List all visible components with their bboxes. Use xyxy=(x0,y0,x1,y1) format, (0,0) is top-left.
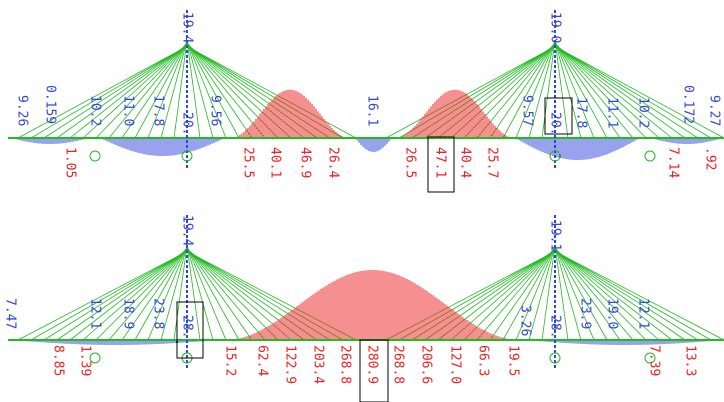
deflection-hatch xyxy=(515,138,639,160)
upper-label: 19.4 xyxy=(180,12,195,43)
upper-label: 9.26 xyxy=(15,95,30,126)
upper-label: 20. xyxy=(180,112,195,135)
lower-label: 1.39 xyxy=(78,345,93,376)
lower-label: 122.9 xyxy=(283,345,298,384)
upper-label: 9.57 xyxy=(520,95,535,126)
lower-label: 8.85 xyxy=(51,345,66,376)
cable xyxy=(187,43,265,138)
cable xyxy=(187,248,265,340)
upper-label: 0.159 xyxy=(43,85,58,124)
upper-label: 17.8 xyxy=(574,97,589,128)
lower-label: 19.5 xyxy=(506,345,521,376)
cable xyxy=(187,250,304,341)
upper-label: 11.0 xyxy=(121,95,136,126)
upper-label: 19.0 xyxy=(605,298,620,329)
bridge-diagram: 9.26 0.159 10.2 11.0 17.8 19.4 20. 9.56 16.1 9.57… xyxy=(0,0,724,402)
lower-label: 46.9 xyxy=(298,147,313,178)
upper-label: 9.56 xyxy=(208,95,223,126)
support xyxy=(90,151,100,161)
upper-label: 20. xyxy=(548,112,563,135)
cable xyxy=(187,44,291,138)
cable xyxy=(438,250,555,341)
upper-label: 16.1 xyxy=(365,95,380,126)
upper-label: 12.1 xyxy=(88,298,103,329)
lower-label: 26.4 xyxy=(326,147,341,178)
lower-label: 7.14 xyxy=(666,147,681,178)
deflection-hatch xyxy=(355,138,391,152)
upper-label: 19.1 xyxy=(548,220,563,251)
lower-label: 13.3 xyxy=(683,345,698,376)
lower-label: 25.7 xyxy=(485,147,500,178)
upper-label: 19.0 xyxy=(548,12,563,43)
lower-label: 40.4 xyxy=(458,147,473,178)
upper-label: 12.1 xyxy=(636,298,651,329)
lower-label: 15.2 xyxy=(223,345,238,376)
upper-label: 7.47 xyxy=(3,298,18,329)
cable xyxy=(187,248,252,341)
upper-label: 19.4 xyxy=(180,215,195,246)
lower-label: 66.3 xyxy=(476,345,491,376)
lower-label: 25.5 xyxy=(241,147,256,178)
lower-label: .92 xyxy=(703,147,718,170)
upper-label: 18.9 xyxy=(121,298,136,329)
cable xyxy=(438,45,555,139)
lower-label: 1.05 xyxy=(63,147,78,178)
cable xyxy=(555,251,698,341)
lower-label: 62.4 xyxy=(255,345,270,376)
upper-label: 10.2 xyxy=(88,95,103,126)
lower-label: 47.1 xyxy=(433,147,448,178)
support xyxy=(645,151,655,161)
upper-label: 10.2 xyxy=(636,97,651,128)
cable xyxy=(555,248,633,340)
lower-label: 268.8 xyxy=(338,345,353,384)
lower-label: 127.0 xyxy=(448,345,463,384)
cable xyxy=(477,248,555,340)
lower-label: 206.6 xyxy=(419,345,434,384)
lower-label: 268.8 xyxy=(391,345,406,384)
lower-label: 280.9 xyxy=(365,345,380,384)
cable xyxy=(555,43,633,138)
moment-hatch xyxy=(230,90,350,138)
lower-label: 40.1 xyxy=(268,147,283,178)
upper-label: 23.9 xyxy=(578,298,593,329)
upper-label: 28. xyxy=(180,315,195,338)
deflection-hatch xyxy=(100,138,224,156)
upper-label: 3.26 xyxy=(518,305,533,336)
upper-label: 9.27 xyxy=(707,95,722,126)
upper-label: 17.8 xyxy=(151,95,166,126)
upper-label: 23.8 xyxy=(151,298,166,329)
panel: 7.47 12.1 18.9 23.8 19.4 28. 3.26 19.1 28. 23.9 19… xyxy=(3,215,724,402)
lower-label: 26.5 xyxy=(403,147,418,178)
upper-label: 0.172 xyxy=(681,85,696,124)
lower-label: 203.4 xyxy=(311,345,326,384)
upper-label: 11.1 xyxy=(605,97,620,128)
upper-label: 28. xyxy=(548,315,563,338)
panel: 9.26 0.159 10.2 11.0 17.8 19.4 20. 9.56 16.1 9.57… xyxy=(8,10,724,192)
lower-label: 7.39 xyxy=(647,345,662,376)
